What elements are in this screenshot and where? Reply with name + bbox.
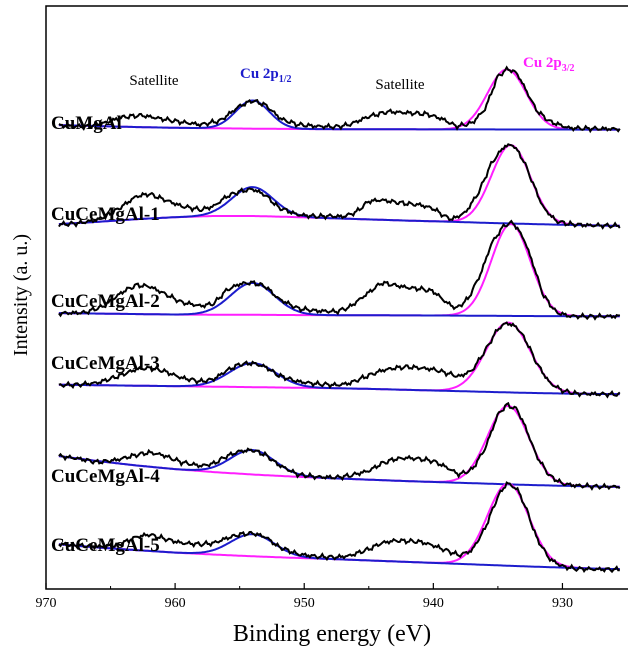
series-label: CuMgAl — [51, 113, 122, 134]
x-tick-label: 960 — [165, 596, 186, 611]
series-label: CuCeMgAl-5 — [51, 535, 160, 556]
measured-spectrum-line — [58, 219, 621, 321]
plot-frame — [45, 5, 628, 590]
annotation-cu2p32: Cu 2p3/2 — [523, 55, 575, 74]
fit-cu2p12-line — [58, 533, 620, 570]
series-label: CuCeMgAl-4 — [51, 466, 160, 487]
annotation-cu2p12-main: Cu 2p — [240, 66, 279, 82]
fit-cu2p12-line — [58, 99, 620, 131]
measured-spectrum-line — [58, 143, 621, 230]
fit-cu2p12-line — [58, 186, 620, 227]
x-tick-label: 950 — [294, 596, 315, 611]
fit-cu2p12-line — [58, 281, 620, 318]
series-label: CuCeMgAl-3 — [51, 353, 160, 374]
sample-labels: CuMgAl CuCeMgAl-1 CuCeMgAl-2 CuCeMgAl-3 CuCe… — [51, 113, 160, 556]
annotation-cu2p32-main: Cu 2p — [523, 55, 562, 71]
fit-cu2p12-line — [58, 362, 620, 396]
y-axis-label: Intensity (a. u.) — [10, 234, 32, 356]
x-axis-label: Binding energy (eV) — [233, 621, 431, 647]
annotation-cu2p12-sub: 1/2 — [279, 74, 292, 85]
annotation-satellite-right: Satellite — [375, 77, 424, 93]
x-tick-label: 970 — [36, 596, 57, 611]
measured-spectrum-line — [58, 481, 620, 574]
x-axis-ticks: 970 960 950 940 930 — [36, 583, 573, 611]
measured-spectrum-line — [58, 321, 621, 399]
measured-spectrum-line — [58, 401, 621, 491]
annotation-cu2p12: Cu 2p1/2 — [240, 66, 292, 85]
fit-cu2p12-line — [58, 449, 620, 488]
x-tick-label: 930 — [552, 596, 573, 611]
spectra — [58, 65, 621, 574]
annotation-satellite-left: Satellite — [129, 73, 178, 89]
series-label: CuCeMgAl-2 — [51, 291, 160, 312]
annotation-cu2p32-sub: 3/2 — [562, 63, 575, 74]
series-label: CuCeMgAl-1 — [51, 204, 160, 225]
x-tick-label: 940 — [423, 596, 444, 611]
measured-spectrum-line — [58, 65, 621, 134]
